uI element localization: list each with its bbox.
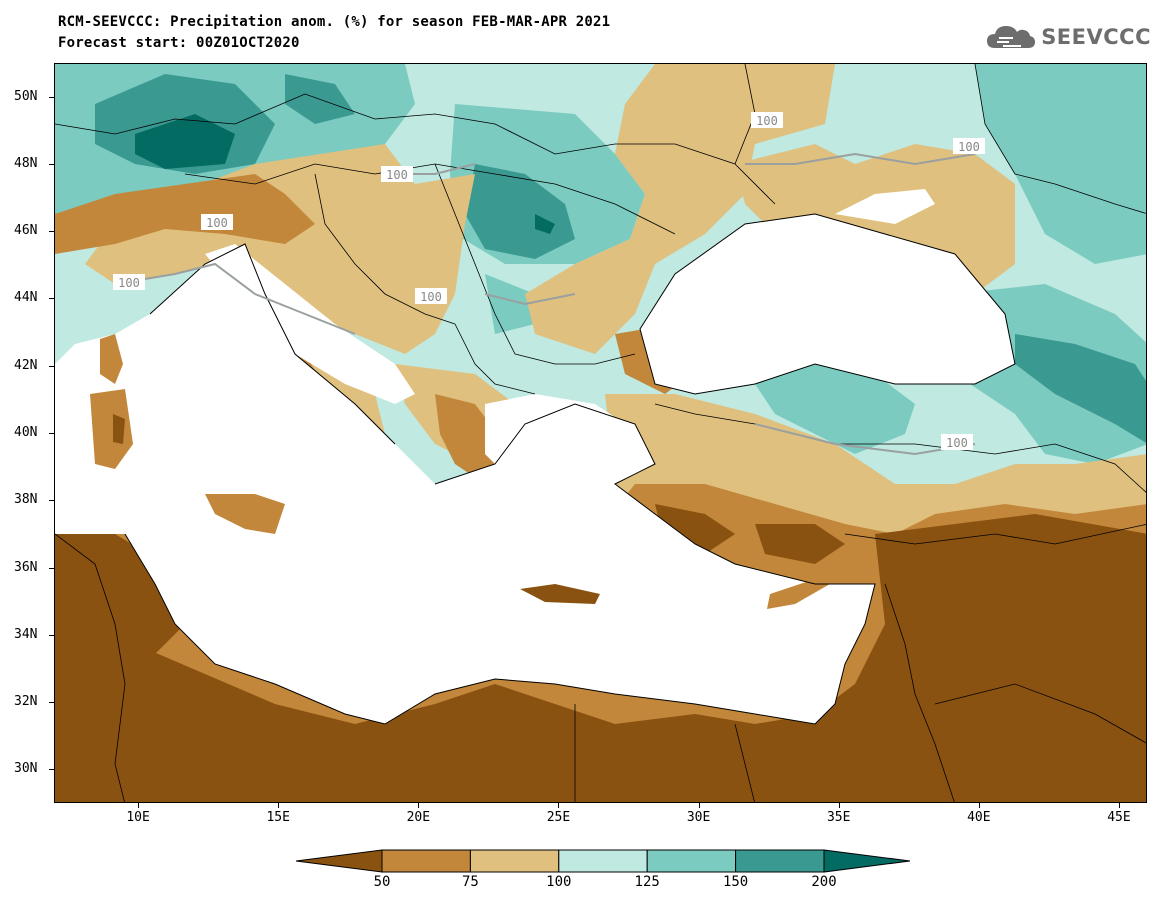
latitude-tick — [49, 634, 54, 636]
colorbar-segment — [469, 849, 560, 873]
colorbar — [296, 849, 910, 873]
latitude-label: 44N — [14, 290, 38, 306]
islands — [90, 334, 830, 609]
seevccc-logo: SEEVCCC — [985, 20, 1151, 54]
cloud-icon — [987, 26, 1036, 48]
coastlines — [124, 213, 1016, 725]
colorbar-segment — [735, 849, 825, 873]
latitude-tick — [49, 163, 54, 165]
svg-text:100: 100 — [756, 114, 778, 128]
longitude-tick — [418, 803, 420, 808]
latitude-tick — [49, 96, 54, 98]
latitude-tick — [49, 567, 54, 569]
longitude-label: 45E — [1107, 810, 1131, 825]
contour-100-lines — [114, 152, 976, 456]
longitude-label: 35E — [826, 810, 851, 825]
latitude-label: 30N — [14, 761, 38, 777]
longitude-tick — [1118, 803, 1120, 808]
svg-text:100: 100 — [420, 290, 442, 304]
longitude-tick — [558, 803, 560, 808]
precipitation-anomaly-map: 100 100 100 100 100 100 100 — [54, 63, 1147, 803]
longitude-tick — [138, 803, 140, 808]
contour-label: 100 — [113, 274, 145, 290]
latitude-label: 48N — [14, 155, 38, 171]
longitude-tick — [278, 803, 280, 808]
map-title: RCM-SEEVCCC: Precipitation anom. (%) for… — [58, 14, 611, 30]
contour-label: 100 — [751, 112, 783, 128]
sea-mask — [55, 189, 1015, 724]
svg-text:100: 100 — [946, 436, 968, 450]
latitude-tick — [49, 769, 54, 771]
colorbar-segment — [296, 849, 383, 873]
colorbar-tick-label: 125 — [634, 874, 660, 890]
colorbar-tick-label: 100 — [546, 874, 572, 890]
contour-label: 100 — [415, 288, 447, 304]
latitude-tick — [49, 365, 54, 367]
longitude-label: 15E — [266, 810, 290, 825]
svg-text:100: 100 — [206, 216, 228, 230]
colorbar-segment — [646, 849, 737, 873]
contour-label: 100 — [381, 166, 413, 182]
latitude-tick — [49, 231, 54, 233]
latitude-label: 42N — [14, 357, 38, 373]
longitude-label: 10E — [126, 810, 150, 825]
longitude-label: 20E — [406, 810, 431, 825]
country-borders — [55, 64, 1146, 802]
latitude-tick — [49, 433, 54, 434]
latitude-label: 50N — [14, 88, 38, 104]
latitude-tick — [49, 500, 54, 502]
contour-label: 100 — [941, 434, 973, 450]
logo-text: SEEVCCC — [1041, 25, 1151, 49]
latitude-label: 32N — [14, 694, 38, 710]
anomaly-over-200-fill — [135, 114, 555, 234]
latitude-tick — [49, 702, 54, 704]
latitude-label: 40N — [14, 425, 38, 440]
svg-text:100: 100 — [386, 168, 408, 182]
longitude-label: 30E — [686, 810, 711, 825]
longitude-tick — [698, 803, 700, 808]
longitude-tick — [838, 803, 840, 808]
colorbar-segment — [558, 849, 648, 873]
contour-label: 100 — [953, 138, 985, 154]
colorbar-tick-label: 150 — [722, 874, 749, 890]
contour-label: 100 — [201, 214, 233, 230]
colorbar-tick-label: 200 — [811, 874, 837, 890]
longitude-label: 25E — [546, 810, 571, 825]
colorbar-tick-label: 50 — [373, 874, 391, 890]
latitude-label: 46N — [14, 223, 38, 239]
longitude-label: 40E — [967, 810, 991, 825]
contour-labels: 100 100 100 100 100 100 100 — [113, 112, 985, 450]
latitude-label: 38N — [14, 492, 38, 508]
latitude-tick — [49, 298, 54, 300]
latitude-label: 36N — [14, 559, 38, 575]
longitude-tick — [978, 803, 980, 808]
latitude-label: 34N — [14, 626, 38, 642]
colorbar-segment — [381, 849, 471, 873]
svg-text:100: 100 — [118, 276, 140, 290]
colorbar-tick-label: 75 — [461, 874, 479, 890]
svg-text:100: 100 — [958, 140, 980, 154]
forecast-start-label: Forecast start: 00Z01OCT2020 — [58, 35, 300, 51]
colorbar-segment — [823, 849, 910, 873]
